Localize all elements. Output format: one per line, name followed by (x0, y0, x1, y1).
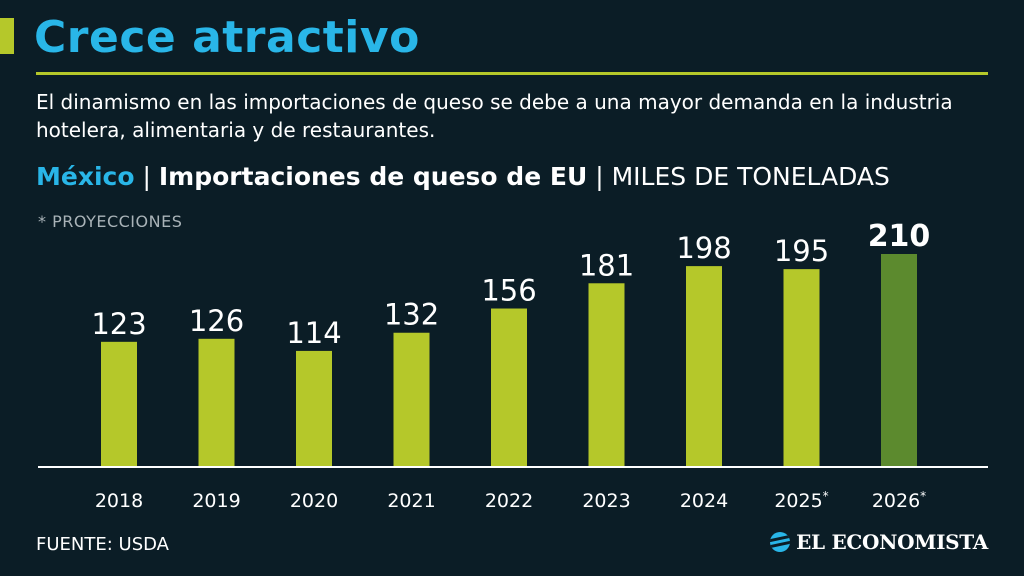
el-economista-logo-icon (770, 532, 791, 552)
value-label-2019: 126 (189, 304, 244, 338)
bar-2021 (393, 332, 430, 466)
title-divider (36, 72, 988, 75)
chart-heading: México | Importaciones de queso de EU | … (36, 162, 890, 191)
chart-heading-country: México (36, 162, 135, 191)
value-label-2024: 198 (676, 231, 731, 265)
chart-heading-series: Importaciones de queso de EU (158, 162, 588, 191)
value-label-2023: 181 (579, 248, 634, 282)
x-tick-label-2021: 2021 (387, 490, 435, 512)
bar-2023 (588, 283, 625, 466)
x-tick-label-2025: 2025* (774, 489, 828, 512)
x-tick-label-2024: 2024 (680, 490, 728, 512)
chart-heading-separator: | (142, 162, 151, 191)
brand-name: EL ECONOMISTA (796, 530, 988, 554)
bar-2018 (101, 341, 137, 466)
x-tick-label-2018: 2018 (95, 490, 143, 512)
subtitle: El dinamismo en las importaciones de que… (36, 90, 953, 142)
value-label-2018: 123 (91, 307, 146, 341)
brand-logo: EL ECONOMISTA (770, 530, 988, 554)
value-label-2026: 210 (868, 219, 931, 254)
chart-heading-separator-2: | (595, 162, 604, 191)
bar-2020 (296, 350, 332, 466)
x-tick-label-2019: 2019 (192, 490, 240, 512)
source-label: FUENTE: USDA (36, 534, 169, 555)
title-accent-bar (0, 18, 14, 54)
value-label-2021: 132 (384, 298, 439, 332)
page-title: Crece atractivo (34, 12, 420, 63)
bar-2026 (881, 254, 917, 466)
projections-note: * PROYECCIONES (38, 212, 183, 231)
bar-2025 (783, 269, 820, 466)
value-label-2020: 114 (286, 316, 341, 350)
x-tick-label-2026: 2026* (872, 489, 926, 512)
bar-2022 (491, 308, 527, 466)
x-tick-label-2023: 2023 (582, 490, 630, 512)
value-label-2022: 156 (481, 274, 536, 308)
bar-2024 (686, 266, 722, 466)
x-tick-label-2022: 2022 (485, 490, 533, 512)
chart-heading-unit: MILES DE TONELADAS (611, 162, 890, 191)
bar-2019 (198, 338, 235, 466)
x-tick-label-2020: 2020 (290, 490, 338, 512)
value-label-2025: 195 (774, 234, 829, 268)
